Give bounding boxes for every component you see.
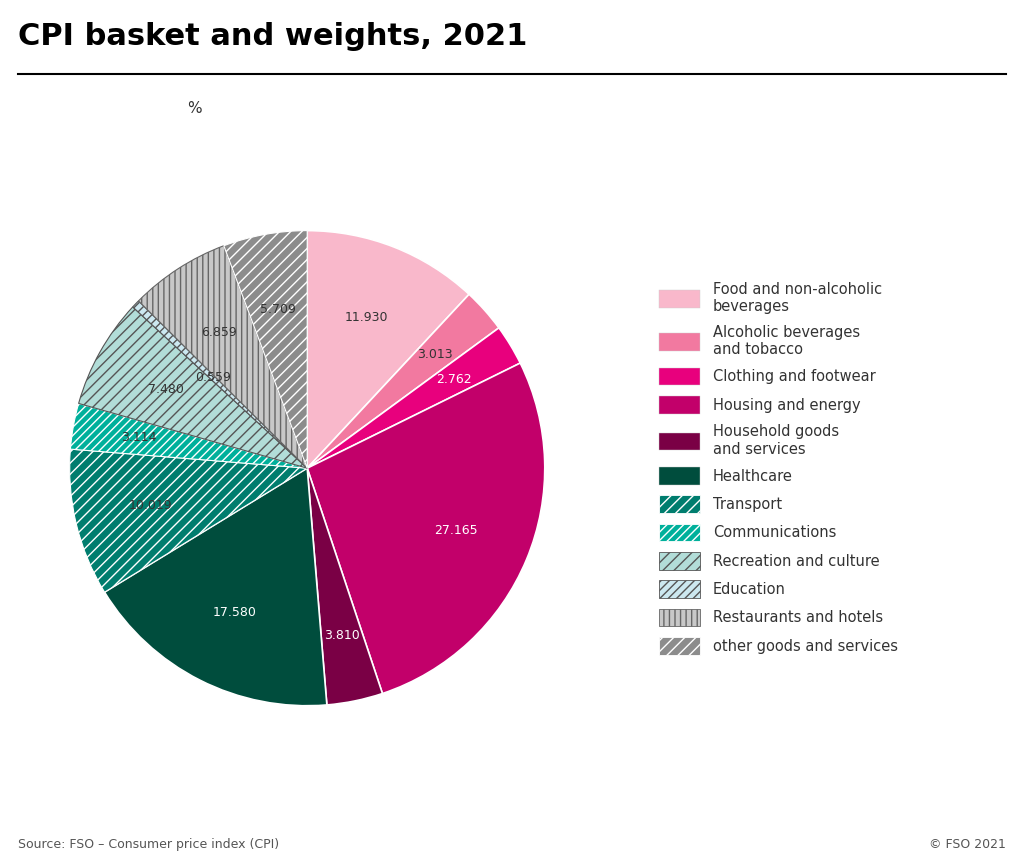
Wedge shape (224, 231, 307, 468)
Text: 6.859: 6.859 (202, 326, 238, 339)
Text: 0.559: 0.559 (195, 371, 230, 384)
Text: 10.019: 10.019 (128, 499, 172, 512)
Text: Source: FSO – Consumer price index (CPI): Source: FSO – Consumer price index (CPI) (18, 838, 280, 851)
Wedge shape (307, 294, 499, 468)
Text: 3.013: 3.013 (417, 348, 453, 361)
Wedge shape (307, 468, 382, 705)
Text: 3.810: 3.810 (324, 629, 359, 642)
Text: 2.762: 2.762 (435, 373, 471, 386)
Text: 3.114: 3.114 (121, 432, 157, 445)
Wedge shape (104, 468, 327, 706)
Text: CPI basket and weights, 2021: CPI basket and weights, 2021 (18, 22, 527, 50)
Text: 11.930: 11.930 (345, 311, 388, 324)
Text: 7.480: 7.480 (148, 382, 184, 395)
Legend: Food and non-alcoholic
beverages, Alcoholic beverages
and tobacco, Clothing and : Food and non-alcoholic beverages, Alcoho… (659, 282, 898, 655)
Text: 5.709: 5.709 (260, 303, 296, 316)
Text: %: % (187, 101, 202, 116)
Wedge shape (307, 231, 469, 468)
Wedge shape (307, 363, 545, 694)
Text: 17.580: 17.580 (212, 606, 256, 619)
Text: 27.165: 27.165 (434, 524, 478, 537)
Wedge shape (307, 328, 520, 468)
Wedge shape (138, 245, 307, 468)
Text: © FSO 2021: © FSO 2021 (929, 838, 1006, 851)
Wedge shape (70, 449, 307, 592)
Wedge shape (133, 301, 307, 468)
Wedge shape (71, 403, 307, 468)
Wedge shape (79, 307, 307, 468)
